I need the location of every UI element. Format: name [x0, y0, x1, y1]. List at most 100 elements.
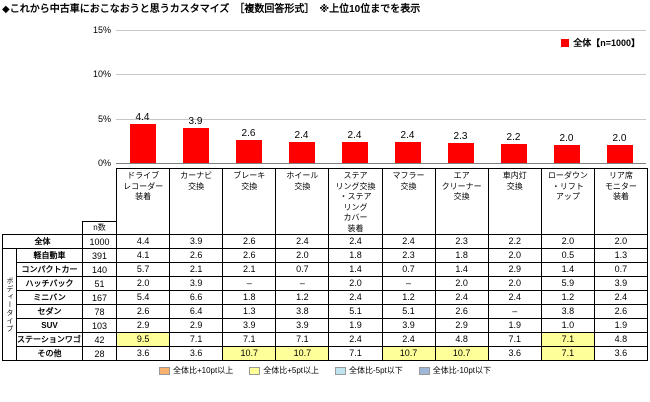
row-label: 全体	[2, 234, 83, 249]
bar	[447, 142, 474, 163]
bar-column: 2.2	[487, 30, 540, 163]
table-row: 全体 1000 4.4 3.9 2.6 2.4 2.4 2.4 2.3 2.2 2.0 2.0	[2, 234, 649, 249]
table-cell: 2.4	[593, 290, 649, 305]
table-cell: 10.7	[434, 346, 489, 361]
bar	[235, 139, 262, 163]
table-cell: 1.4	[328, 262, 383, 277]
column-header: エア クリーナー 交換	[434, 168, 489, 235]
bar-column: 2.4	[381, 30, 434, 163]
n-value: 167	[81, 290, 118, 305]
table-cell: 2.6	[169, 248, 224, 263]
table-cell: 3.8	[275, 304, 330, 319]
gridline	[116, 74, 646, 76]
table-cell: 2.4	[328, 290, 383, 305]
customization-table: ドライブ レコーダー 装着 カーナビ 交換 ブレーキ 交換 ホイール 交換 ステア リン…	[2, 168, 649, 361]
table-cell: 10.7	[275, 346, 330, 361]
table-cell: 2.1	[169, 262, 224, 277]
row-label: ハッチバック	[16, 276, 83, 291]
bar-column: 2.4	[328, 30, 381, 163]
table-cell: 1.9	[328, 318, 383, 333]
n-value: 42	[81, 332, 118, 347]
table-cell: 0.7	[381, 262, 436, 277]
row-label: ステーションワゴン	[16, 332, 83, 347]
n-value: 51	[81, 276, 118, 291]
bar	[500, 143, 527, 163]
bar-value-label: 2.0	[559, 133, 574, 145]
table-cell: 5.1	[381, 304, 436, 319]
bar	[182, 128, 209, 163]
table-cell: 2.4	[328, 332, 383, 347]
table-cell: 2.0	[328, 276, 383, 291]
table-cell: 2.9	[434, 318, 489, 333]
table-cell: 3.9	[222, 318, 277, 333]
table-body: 全体 1000 4.4 3.9 2.6 2.4 2.4 2.4 2.3 2.2 2.0 2.0 ボディー…	[2, 234, 649, 361]
bar-value-label: 2.6	[241, 127, 256, 139]
bar	[394, 141, 421, 163]
bar-value-label: 4.4	[135, 112, 150, 123]
bar	[553, 145, 580, 163]
row-label: セダン	[16, 304, 83, 319]
table-row: ミニバン 167 5.4 6.6 1.8 1.2 2.4 1.2 2.4 2.4 1.2 2.4	[3, 290, 649, 305]
gridline	[116, 118, 646, 120]
table-cell: 6.6	[169, 290, 224, 305]
table-cell: 3.9	[381, 318, 436, 333]
table-cell: 10.7	[381, 346, 436, 361]
table-cell: 3.6	[116, 346, 171, 361]
table-cell: 7.1	[222, 332, 277, 347]
row-label: SUV	[16, 318, 83, 333]
column-header: カーナビ 交換	[169, 168, 224, 235]
table-row: コンパクトカー 140 5.7 2.1 2.1 0.7 1.4 0.7 1.4 2.9 1.4 0.7	[3, 262, 649, 277]
bar-column: 2.6	[222, 30, 275, 163]
table-cell: 2.4	[434, 290, 489, 305]
table-cell: 1.2	[540, 290, 595, 305]
table-cell: 2.6	[593, 304, 649, 319]
plot-columns: 4.4 3.9 2.6 2.4 2.4 2.4 2.3 2.2 2.0 2.0	[116, 30, 646, 163]
table-cell: 1.3	[593, 248, 649, 263]
legend-item-label: 全体比-5pt以下	[349, 366, 403, 375]
gridline	[116, 30, 646, 31]
table-cell: 5.9	[540, 276, 595, 291]
bar-value-label: 2.4	[294, 129, 309, 141]
y-axis-tick-label: 10%	[92, 69, 111, 80]
table-cell: 2.6	[222, 248, 277, 263]
plot-area: 15% 10% 5% 0% 4.4 3.9 2.6 2.4 2.4 2.4 2.3 2.2 2.0 2.…	[93, 25, 646, 168]
table-cell: 0.5	[540, 248, 595, 263]
table-row: セダン 78 2.6 6.4 1.3 3.8 5.1 5.1 2.6–3.8 2.6	[3, 304, 649, 319]
n-column-header: n数	[81, 221, 118, 235]
table-cell: 5.1	[328, 304, 383, 319]
legend-swatch-icon	[158, 366, 170, 375]
table-cell: 2.4	[328, 234, 383, 249]
n-value: 391	[81, 248, 118, 263]
legend-color-square-icon	[561, 38, 570, 47]
table-cell: 2.4	[381, 332, 436, 347]
n-value: 78	[81, 304, 118, 319]
table-cell: 2.0	[487, 248, 542, 263]
column-header: ステア リング交換 ・ステア リング カバー 装着	[328, 168, 383, 235]
n-value: 103	[81, 318, 118, 333]
page-title: ◆これから中古車におこなおうと思うカスタマイズ ［複数回答形式］ ※上位10位ま…	[2, 4, 421, 15]
table-cell: 1.9	[487, 318, 542, 333]
column-header: ホイール 交換	[275, 168, 330, 235]
table-cell: 1.9	[593, 318, 649, 333]
table-cell: 2.9	[116, 318, 171, 333]
legend-item-label: 全体比+10pt以上	[172, 366, 234, 375]
column-header: リア席 モニター 装着	[593, 168, 649, 235]
bar-value-label: 2.3	[453, 130, 468, 142]
legend-swatch-icon	[335, 366, 346, 375]
legend-item-label: 全体比-10pt以下	[432, 366, 492, 375]
table-cell: –	[487, 304, 542, 319]
table-cell: 7.1	[169, 332, 224, 347]
y-axis-tick-label: 15%	[92, 25, 111, 35]
bar-column: 2.4	[275, 30, 328, 163]
table-cell: 2.0	[275, 248, 330, 263]
table-cell: 2.0	[593, 234, 649, 249]
table-corner-blank	[2, 221, 83, 235]
table-row: SUV 103 2.9 2.9 3.9 3.9 1.9 3.9 2.9 1.9 1.0 1.9	[3, 318, 649, 333]
n-value: 1000	[81, 234, 118, 249]
legend-item: 全体比-5pt以下	[335, 365, 403, 376]
bar-chart: 15% 10% 5% 0% 4.4 3.9 2.6 2.4 2.4 2.4 2.3 2.2 2.0 2.…	[2, 16, 648, 168]
table-cell: 3.9	[275, 318, 330, 333]
table-cell: 2.0	[116, 276, 171, 291]
table-cell: 5.4	[116, 290, 171, 305]
column-header: ローダウン ・リフト アップ	[540, 168, 595, 235]
